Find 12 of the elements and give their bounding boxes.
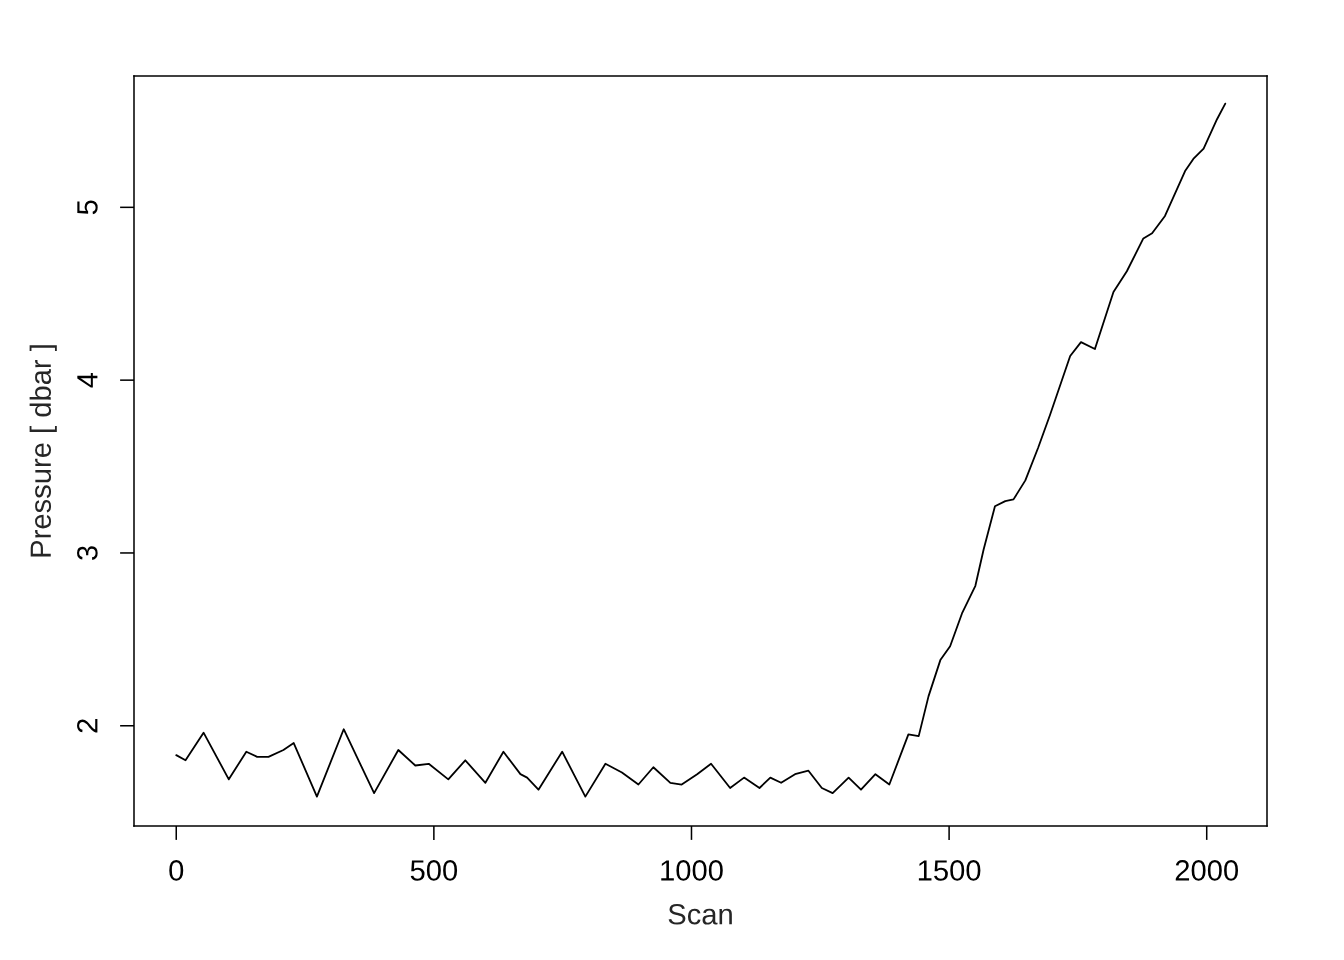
x-tick-label: 1500: [918, 860, 981, 881]
x-tick-label: 500: [410, 860, 458, 881]
x-axis-title: Scan: [668, 903, 732, 925]
y-tick-label: 5: [77, 200, 98, 215]
x-tick-label: 0: [169, 860, 184, 881]
line-series: [175, 102, 1227, 798]
y-tick-label: 2: [77, 719, 98, 733]
y-axis-title: Pressure [ dbar ]: [29, 345, 57, 557]
x-tick-label: 1000: [661, 860, 723, 881]
y-tick-label: 4: [77, 372, 98, 388]
y-tick-label: 3: [77, 546, 98, 560]
x-tick-label: 2000: [1175, 860, 1239, 881]
